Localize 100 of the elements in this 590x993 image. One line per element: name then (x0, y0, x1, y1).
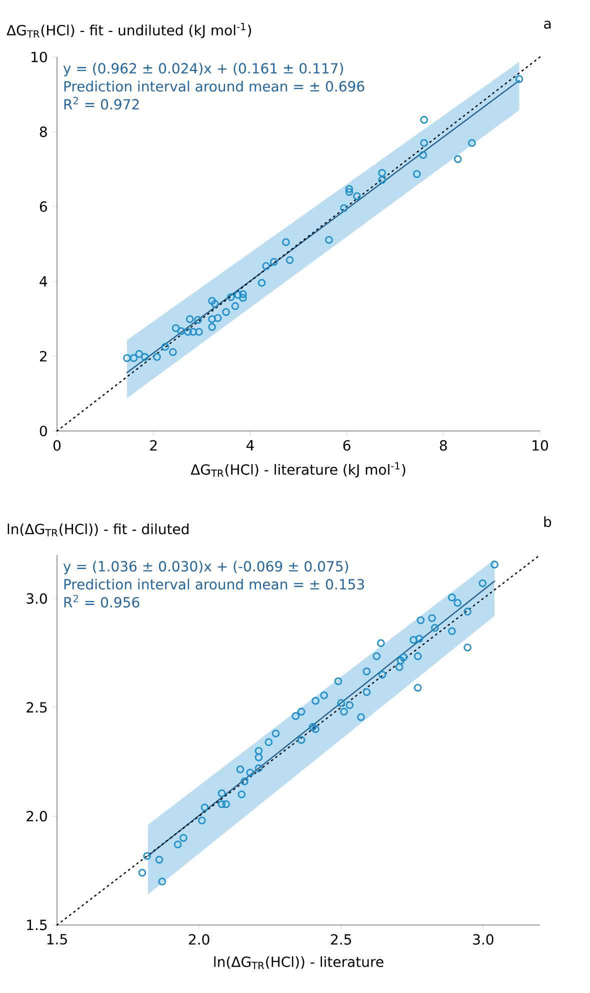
y-tick-label: 3.0 (26, 593, 47, 604)
point (254, 746, 263, 755)
point (416, 616, 425, 624)
y-axis-title: ΔG$_{TR}$(HCl) - fit - undiluted (kJ mol$^{-1}$) (6, 22, 252, 38)
point (400, 653, 408, 662)
point (143, 852, 151, 860)
point (123, 354, 131, 362)
point (378, 176, 386, 184)
point (141, 353, 149, 361)
x-tick-label: 1.5 (47, 934, 67, 945)
y-axis-title: ln(ΔG$_{TR}$(HCl)) - fit - diluted (8, 523, 188, 536)
point (454, 598, 462, 607)
point (419, 151, 428, 159)
point (158, 878, 166, 886)
point (231, 302, 240, 310)
y-tick-label: 2 (40, 350, 46, 362)
point (184, 328, 192, 336)
y-tick-label: 8 (40, 126, 47, 138)
point (414, 652, 422, 660)
x-axis-title: ΔG$_{TR}$(HCl) - literature (kJ mol$^{-1}$) (190, 462, 406, 478)
point (415, 634, 424, 643)
point (239, 290, 247, 298)
point (412, 170, 421, 178)
point (180, 834, 188, 842)
annotation: Prediction interval around mean = ± 0.696 (64, 80, 364, 92)
x-tick-label: 10 (532, 440, 548, 451)
point (378, 169, 386, 177)
y-tick-label: 10 (32, 52, 47, 62)
point (222, 308, 230, 316)
point (312, 725, 320, 734)
point (258, 278, 266, 287)
point (346, 701, 354, 710)
point (208, 315, 216, 324)
point (353, 192, 361, 200)
point (334, 677, 342, 686)
text: a (544, 20, 551, 29)
annotation: Prediction interval around mean = ± 0.153 (64, 578, 364, 590)
point (362, 668, 371, 676)
point (362, 688, 371, 696)
point (286, 256, 294, 264)
point (292, 712, 300, 720)
point (464, 644, 472, 652)
point (211, 300, 219, 308)
point (238, 790, 246, 798)
point (155, 856, 164, 864)
annotation: y = (1.036 ± 0.030)x + (-0.069 ± 0.075) (63, 560, 348, 574)
point (337, 699, 346, 707)
point (345, 188, 354, 196)
point (454, 155, 462, 163)
x-tick-label: 2.0 (188, 934, 210, 945)
point (272, 730, 280, 738)
x-tick-label: 8 (440, 440, 447, 451)
point (138, 868, 146, 877)
point (378, 670, 386, 679)
point (198, 816, 206, 824)
point (186, 315, 194, 324)
point (254, 754, 263, 762)
x-tick-label: 2.5 (331, 934, 352, 945)
point (464, 608, 472, 616)
point (325, 236, 333, 244)
point (340, 708, 348, 716)
x-tick-label: 2 (150, 440, 157, 451)
point (448, 627, 456, 636)
y-tick-label: 1.5 (27, 920, 47, 930)
point (177, 327, 186, 336)
point (264, 738, 273, 746)
annotation: R$^{2}$ = 0.972 (64, 96, 139, 110)
y-tick-label: 4 (40, 276, 48, 286)
point (478, 579, 487, 588)
point (208, 296, 216, 305)
annotation: y = (0.962 ± 0.024)x + (0.161 ± 0.117) (63, 62, 343, 76)
point (174, 840, 182, 848)
point (161, 342, 170, 351)
x-tick-label: 3.0 (473, 934, 494, 945)
point (194, 316, 202, 324)
point (420, 139, 428, 147)
point (430, 624, 439, 632)
point (297, 736, 306, 744)
point (428, 614, 436, 622)
point (200, 804, 209, 812)
point (490, 560, 498, 568)
point (218, 789, 226, 798)
point (297, 708, 306, 716)
point (135, 350, 144, 358)
point (270, 258, 278, 266)
point (234, 290, 242, 299)
point (308, 723, 317, 731)
point (214, 314, 222, 322)
point (395, 663, 404, 671)
annotation: R$^{2}$ = 0.956 (64, 594, 140, 608)
point (414, 684, 422, 692)
point (410, 636, 418, 644)
x-axis-title: ln(ΔG$_{TR}$(HCl)) - literature (214, 956, 384, 970)
y-tick-label: 2.0 (26, 810, 47, 822)
point (189, 328, 198, 336)
point (515, 75, 524, 83)
point (468, 139, 476, 147)
point (420, 116, 428, 124)
point (345, 185, 354, 193)
point (226, 293, 235, 302)
